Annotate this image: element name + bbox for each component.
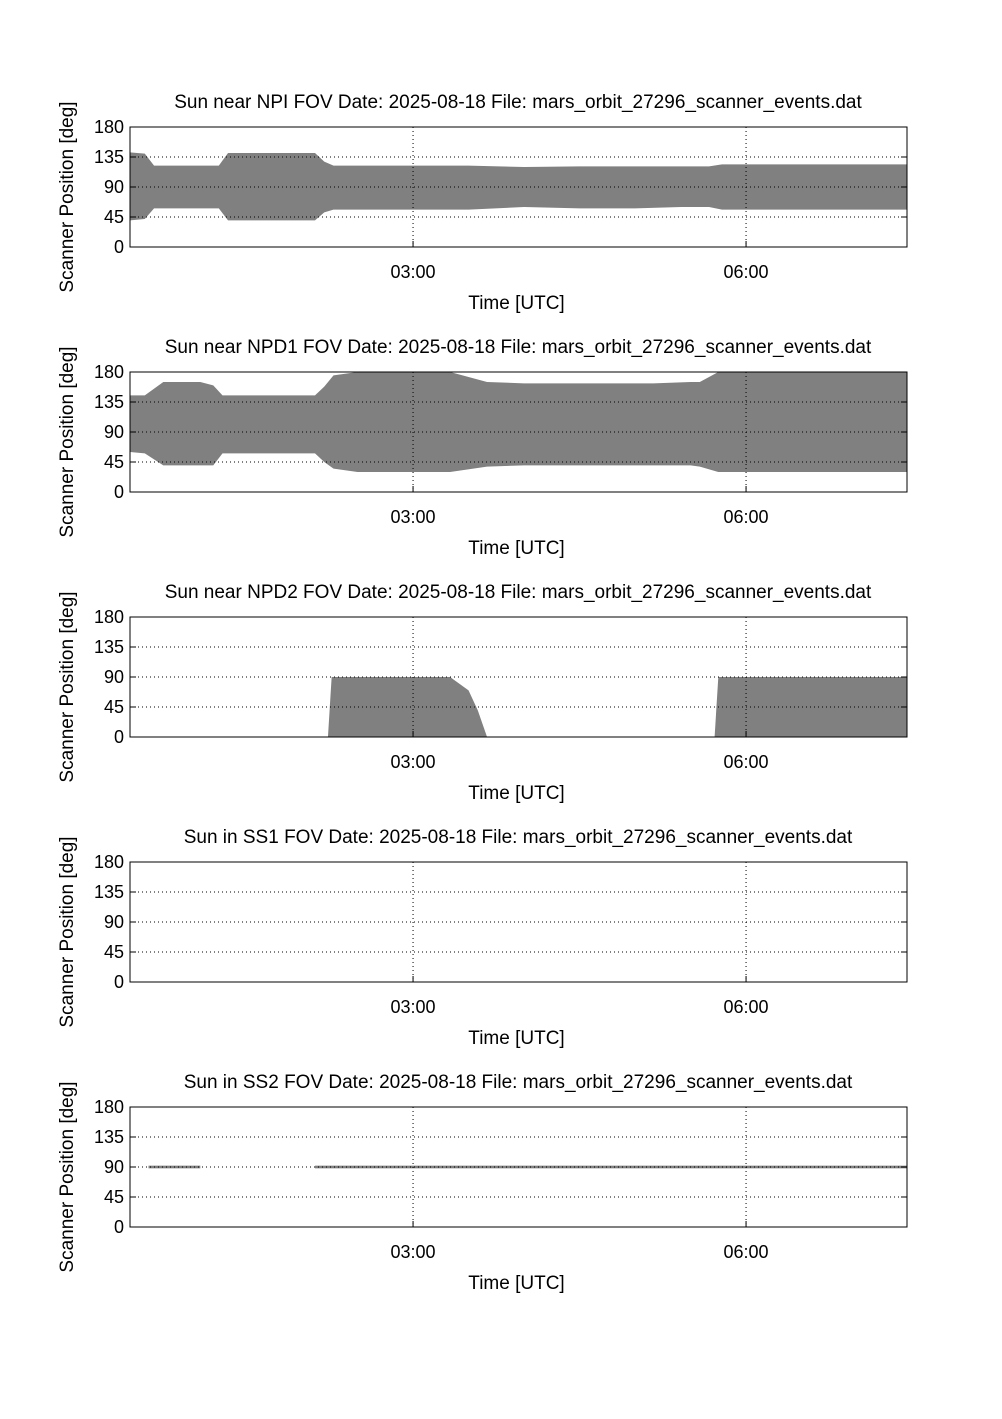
chart-1-ylabel: Scanner Position [deg]	[57, 101, 78, 292]
chart-5-xtick-label-0600: 06:00	[724, 1242, 769, 1262]
chart-3-ytick-label-0: 0	[114, 727, 124, 747]
chart-3-xtick-label-0300: 03:00	[391, 752, 436, 772]
chart-1-ytick-label-180: 180	[94, 117, 124, 137]
chart-1-ytick-label-0: 0	[114, 237, 124, 257]
chart-1-xtick-label-0300: 03:00	[391, 262, 436, 282]
chart-4-title: Sun in SS1 FOV Date: 2025-08-18 File: ma…	[184, 827, 853, 848]
chart-5-ylabel: Scanner Position [deg]	[57, 1081, 78, 1272]
chart-1-title: Sun near NPI FOV Date: 2025-08-18 File: …	[174, 92, 862, 113]
chart-5-title: Sun in SS2 FOV Date: 2025-08-18 File: ma…	[184, 1072, 853, 1093]
chart-4-ylabel: Scanner Position [deg]	[57, 836, 78, 1027]
chart-1-ytick-label-45: 45	[104, 207, 124, 227]
chart-2-xlabel: Time [UTC]	[468, 538, 564, 559]
chart-5-ytick-label-90: 90	[104, 1157, 124, 1177]
chart-3-ylabel: Scanner Position [deg]	[57, 591, 78, 782]
chart-4-xtick-label-0600: 06:00	[724, 997, 769, 1017]
chart-3-ytick-label-90: 90	[104, 667, 124, 687]
chart-1-ytick-label-90: 90	[104, 177, 124, 197]
chart-2-xtick-label-0300: 03:00	[391, 507, 436, 527]
chart-1-xlabel: Time [UTC]	[468, 293, 564, 314]
chart-1-area-1	[130, 152, 907, 221]
chart-3-ytick-label-135: 135	[94, 637, 124, 657]
chart-4-xlabel: Time [UTC]	[468, 1028, 564, 1049]
chart-4-ytick-label-180: 180	[94, 852, 124, 872]
chart-2-ytick-label-135: 135	[94, 392, 124, 412]
chart-2-xtick-label-0600: 06:00	[724, 507, 769, 527]
chart-1-xtick-label-0600: 06:00	[724, 262, 769, 282]
chart-5-xtick-label-0300: 03:00	[391, 1242, 436, 1262]
chart-4-ytick-label-0: 0	[114, 972, 124, 992]
chart-2-ylabel: Scanner Position [deg]	[57, 346, 78, 537]
chart-2-area-1	[130, 372, 907, 472]
chart-3-area-1	[327, 677, 488, 737]
chart-5-ytick-label-180: 180	[94, 1097, 124, 1117]
chart-4-ytick-label-90: 90	[104, 912, 124, 932]
chart-2-ytick-label-45: 45	[104, 452, 124, 472]
chart-3-xlabel: Time [UTC]	[468, 783, 564, 804]
chart-2-ytick-label-0: 0	[114, 482, 124, 502]
chart-1-ytick-label-135: 135	[94, 147, 124, 167]
chart-3-ytick-label-180: 180	[94, 607, 124, 627]
chart-5-ytick-label-0: 0	[114, 1217, 124, 1237]
chart-3-title: Sun near NPD2 FOV Date: 2025-08-18 File:…	[165, 582, 872, 603]
chart-2-title: Sun near NPD1 FOV Date: 2025-08-18 File:…	[165, 337, 872, 358]
chart-4-ytick-label-45: 45	[104, 942, 124, 962]
chart-3-ytick-label-45: 45	[104, 697, 124, 717]
chart-4-xtick-label-0300: 03:00	[391, 997, 436, 1017]
chart-5-ytick-label-45: 45	[104, 1187, 124, 1207]
chart-3-xtick-label-0600: 06:00	[724, 752, 769, 772]
chart-4-ytick-label-135: 135	[94, 882, 124, 902]
chart-2-ytick-label-180: 180	[94, 362, 124, 382]
chart-5-xlabel: Time [UTC]	[468, 1273, 564, 1294]
chart-5-ytick-label-135: 135	[94, 1127, 124, 1147]
chart-2-ytick-label-90: 90	[104, 422, 124, 442]
